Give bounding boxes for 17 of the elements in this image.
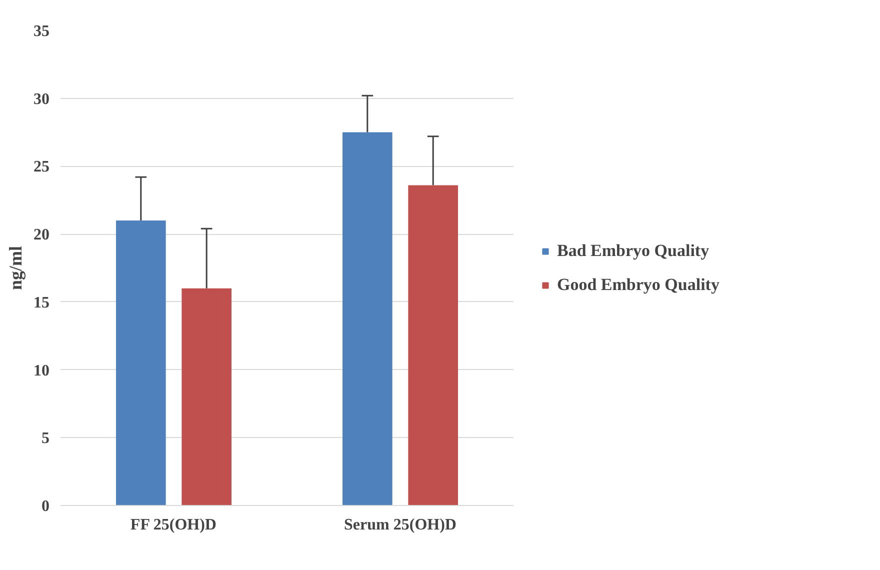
x-tick-label: Serum 25(OH)D <box>344 516 456 534</box>
y-tick-label: 20 <box>34 226 50 244</box>
bar <box>116 220 166 506</box>
bar <box>182 288 232 506</box>
y-axis-title: ng/ml <box>6 246 26 290</box>
bar <box>342 132 392 506</box>
y-tick-label: 10 <box>34 362 50 380</box>
y-tick-label: 25 <box>34 158 50 176</box>
y-tick-label: 35 <box>34 23 50 40</box>
x-tick-label: FF 25(OH)D <box>130 516 216 534</box>
y-tick-label: 5 <box>42 430 50 448</box>
bar <box>408 185 458 506</box>
y-tick-label: 30 <box>34 90 50 108</box>
legend-label: Good Embryo Quality <box>557 274 720 294</box>
legend-label: Bad Embryo Quality <box>557 240 710 260</box>
y-tick-label: 0 <box>42 498 50 515</box>
y-tick-label: 15 <box>34 294 50 312</box>
